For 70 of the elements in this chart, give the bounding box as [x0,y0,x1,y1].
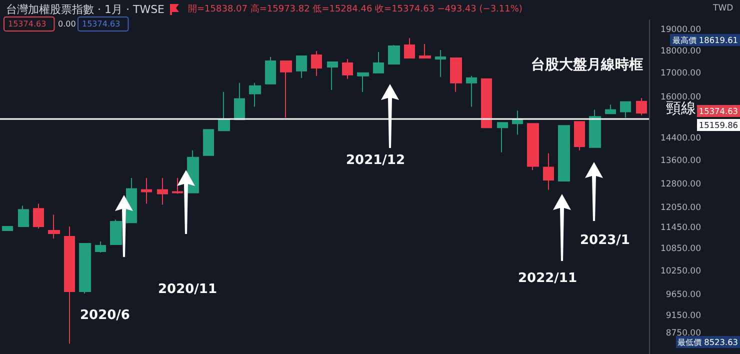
candlestick [543,152,554,190]
y-tick-label: 11450.00 [660,223,701,234]
candlestick [481,78,492,128]
candlestick [249,82,261,108]
annotation: 0.00 [58,20,76,28]
y-tick-label: 19000.00 [660,25,701,36]
text: 最高價 18619.61 [672,35,738,45]
annotation: 15374.63 [8,20,46,28]
candlestick [419,44,431,58]
candlestick [296,56,307,78]
candlestick [404,38,415,58]
candlestick [450,57,462,92]
candlestick [527,123,539,171]
annotation: 15374.63 [82,20,120,28]
annotation: 2021/12 [346,153,406,168]
candlestick [79,242,91,294]
candlestick [311,50,322,76]
candlestick [95,240,106,253]
candlestick [558,125,570,182]
candlestick [126,177,137,224]
annotation: 台股大盤月線時框 [531,57,643,73]
candlestick [18,205,29,228]
annotation: 2022/11 [518,271,578,286]
candlestick [265,56,276,84]
candlestick [48,214,60,240]
candlestick [33,203,44,230]
candlestick [141,177,152,204]
candlestick [327,61,338,90]
candlestick [373,52,384,74]
text: 開=15838.07 高=15973.82 低=15284.46 收=15374.63 −493.43 (−3.11%) [188,4,522,14]
candlestick [110,219,122,245]
candlestick [157,177,168,206]
y-tick-label: 9150.00 [666,310,701,321]
text: 15159.86 [698,120,738,130]
candlestick [64,226,75,344]
candlestick [203,129,214,156]
candlestick [620,101,631,118]
candlestick [636,97,647,116]
y-tick-label: 10250.00 [660,266,701,276]
text: 台灣加權股票指數 · 1月 · TWSE [6,3,165,16]
y-tick-label: 17000.00 [660,68,701,79]
y-tick-label: 12050.00 [660,203,701,214]
candlestick [466,75,477,108]
candlestick [172,177,183,194]
candlestick [589,109,601,148]
candlestick [605,104,616,114]
text: 最低價 8523.63 [678,337,738,347]
y-tick-label: 13600.00 [660,156,701,166]
y-tick-label: 10850.00 [660,244,701,254]
candlestick [512,110,523,136]
annotation: 2020/6 [80,308,130,323]
y-tick-label: 18000.00 [660,46,701,56]
y-tick-label: 14400.00 [660,134,701,144]
text: TWD [712,4,734,14]
candlestick [435,50,446,78]
candlestick [218,91,230,132]
candlestick [357,72,369,92]
text: 15374.63 [698,106,738,116]
annotation: 2020/11 [158,282,218,297]
candlestick [280,60,292,118]
y-tick-label: 9650.00 [666,290,701,300]
annotation: 2023/1 [580,233,630,248]
candlestick [574,121,585,151]
y-tick-label: 12800.00 [660,180,701,190]
candlestick [234,82,245,120]
candlestick [388,44,400,64]
candlestick [342,58,353,80]
candlestick [497,122,508,153]
y-tick-label: 8750.00 [666,328,701,338]
candlestick [2,226,13,232]
